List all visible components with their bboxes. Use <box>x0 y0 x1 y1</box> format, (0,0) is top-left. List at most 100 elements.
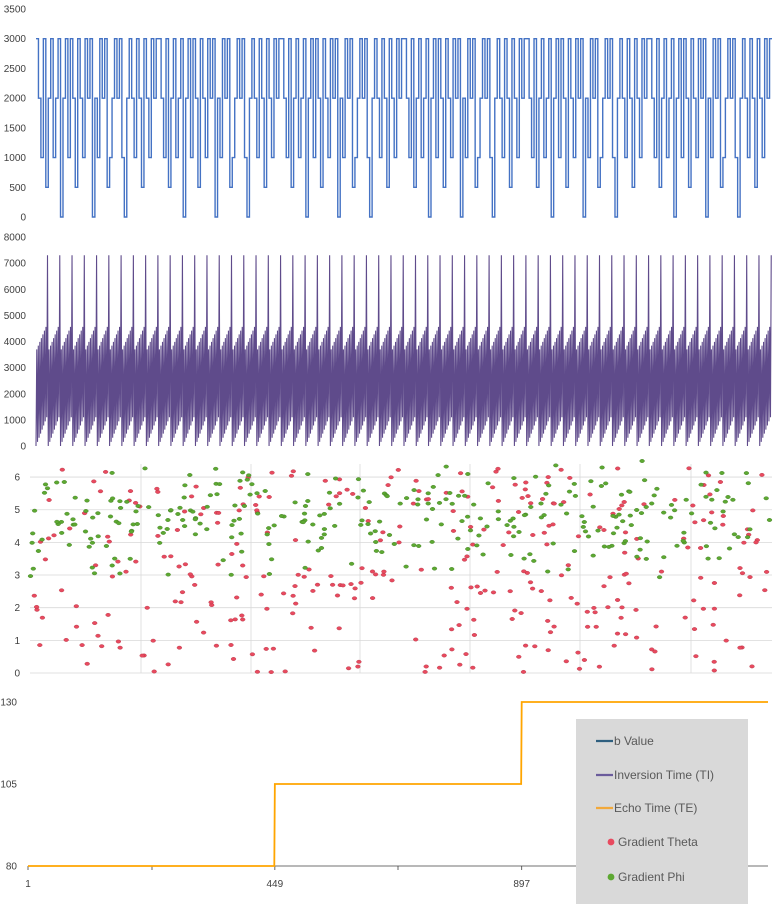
b-value-ytick-label: 3000 <box>4 34 27 45</box>
gradient-theta-point <box>97 489 104 494</box>
gradient-theta-point <box>59 467 65 472</box>
gradient-theta-point <box>92 621 98 625</box>
gradient-phi-point <box>543 491 549 496</box>
legend-dot-marker <box>607 873 615 881</box>
gradient-theta-point <box>633 608 639 612</box>
gradient-phi-point <box>476 533 482 538</box>
gradient-theta-point <box>249 652 256 657</box>
gradient-theta-point <box>506 530 512 535</box>
gradient-theta-point <box>587 492 593 497</box>
gradient-theta-point <box>373 572 379 577</box>
gradient-theta-point <box>208 600 214 605</box>
gradient-theta-point <box>381 569 387 574</box>
gradient-phi-point <box>449 567 455 571</box>
gradient-phi-point <box>155 513 161 518</box>
gradient-phi-point <box>618 492 625 497</box>
gradient-theta-point <box>236 508 242 513</box>
gradient-phi-point <box>671 508 678 513</box>
legend-item-label: Gradient Phi <box>618 870 685 884</box>
gradient-phi-point <box>495 509 501 514</box>
gradient-phi-point <box>709 497 715 502</box>
gradient-ytick-label: 3 <box>14 571 20 582</box>
gradient-theta-point <box>507 589 513 594</box>
gradient-theta-point <box>336 626 342 631</box>
gradient-theta-point <box>720 522 726 527</box>
gradient-theta-point <box>228 618 234 623</box>
gradient-theta-point <box>282 669 288 674</box>
gradient-phi-point <box>553 463 559 468</box>
gradient-theta-point <box>482 588 488 593</box>
gradient-theta-point <box>144 605 150 610</box>
gradient-theta-point <box>723 638 729 643</box>
gradient-theta-point <box>697 546 704 550</box>
gradient-theta-point <box>37 643 43 647</box>
gradient-theta-point <box>39 615 46 620</box>
gradient-theta-point <box>448 585 454 590</box>
gradient-theta-point <box>450 509 456 513</box>
gradient-phi-point <box>373 549 380 553</box>
gradient-phi-point <box>146 505 152 509</box>
gradient-phi-point <box>54 519 60 524</box>
b-value-ytick-label: 3500 <box>4 5 27 16</box>
gradient-phi-point <box>443 497 449 502</box>
gradient-theta-point <box>133 559 139 564</box>
gradient-phi-point <box>349 561 355 566</box>
gradient-phi-point <box>705 556 711 561</box>
gradient-phi-point <box>365 522 371 526</box>
gradient-theta-point <box>281 591 287 596</box>
gradient-phi-point <box>579 514 585 519</box>
gradient-phi-point <box>326 490 333 495</box>
gradient-theta-point <box>605 605 611 610</box>
gradient-theta-point <box>172 599 178 604</box>
gradient-theta-point <box>92 563 99 568</box>
gradient-theta-point <box>370 596 376 600</box>
gradient-theta-point <box>322 478 328 483</box>
gradient-phi-point <box>103 544 110 548</box>
gradient-phi-point <box>516 530 522 534</box>
gradient-phi-point <box>264 532 270 537</box>
gradient-theta-point <box>268 670 274 674</box>
gradient-theta-point <box>201 630 207 635</box>
gradient-theta-point <box>193 484 199 489</box>
gradient-phi-point <box>429 507 436 511</box>
legend-dot-marker <box>607 838 615 846</box>
gradient-theta-point <box>672 497 678 502</box>
gradient-theta-point <box>711 581 718 585</box>
gradient-theta-point <box>261 574 267 579</box>
gradient-theta-point <box>418 567 424 572</box>
gradient-theta-point <box>437 665 443 670</box>
gradient-phi-point <box>165 518 171 522</box>
ti-ytick-label: 2000 <box>4 389 27 400</box>
gradient-phi-point <box>44 486 51 491</box>
gradient-phi-point <box>127 556 133 561</box>
gradient-theta-point <box>601 528 607 532</box>
gradient-phi-point <box>521 556 527 561</box>
gradient-phi-point <box>135 504 141 508</box>
gradient-theta-point <box>410 501 417 506</box>
gradient-theta-point <box>521 569 527 574</box>
gradient-theta-point <box>516 654 522 659</box>
gradient-theta-point <box>750 508 756 513</box>
gradient-phi-point <box>521 513 528 518</box>
gradient-theta-point <box>385 483 391 487</box>
gradient-phi-point <box>112 556 118 561</box>
gradient-phi-point <box>89 565 95 570</box>
gradient-phi-point <box>538 501 544 506</box>
gradient-theta-point <box>380 572 387 577</box>
gradient-ytick-label: 2 <box>14 603 20 614</box>
gradient-theta-point <box>176 645 183 650</box>
gradient-theta-point <box>234 542 240 546</box>
gradient-theta-point <box>561 500 567 504</box>
gradient-theta-point <box>369 569 376 574</box>
gradient-theta-point <box>264 606 270 611</box>
gradient-theta-point <box>601 584 607 589</box>
gradient-theta-point <box>254 508 260 513</box>
gradient-theta-point <box>355 664 361 669</box>
gradient-theta-point <box>73 624 80 629</box>
gradient-phi-point <box>531 559 537 563</box>
gradient-theta-point <box>168 554 174 559</box>
gradient-phi-point <box>321 532 327 537</box>
gradient-phi-point <box>88 536 94 541</box>
gradient-phi-point <box>66 543 72 547</box>
